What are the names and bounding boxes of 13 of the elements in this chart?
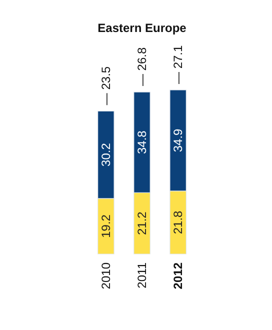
data-label: 34.8 [135,130,149,154]
x-tick-label: 2011 [135,262,149,288]
data-label: 19.2 [98,214,113,238]
data-label: 34.9 [171,128,186,152]
text: — 27.1 [171,44,186,84]
x-tick-label: 2010 [98,262,113,290]
data-label: 30.2 [98,142,113,166]
chart-title: Eastern Europe [98,21,187,35]
data-label: 21.8 [171,210,186,234]
annotation: — 23.5 [98,66,113,106]
text: — 26.8 [135,47,149,86]
data-label: 21.2 [135,211,149,236]
x-tick-label: 2012 [171,262,186,290]
